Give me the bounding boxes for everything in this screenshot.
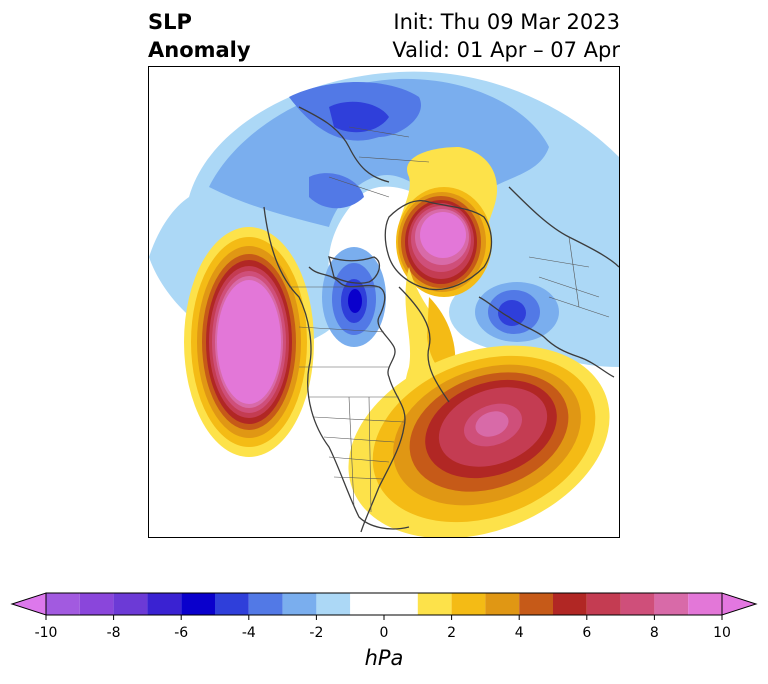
positive-anomaly-atlantic-core [475, 411, 509, 437]
us-state-borders [309, 396, 405, 513]
colorbar-bin [654, 593, 689, 615]
anomaly-contours [149, 71, 619, 537]
title-line-1: SLP [148, 10, 192, 34]
arctic-coastline [384, 200, 493, 291]
negative-anomaly-europe-core [498, 300, 526, 326]
positive-anomaly-pacific-core [217, 280, 281, 404]
positive-anomaly-bridge-2 [427, 297, 456, 373]
colorbar-tick-label: -2 [309, 625, 324, 641]
political-borders [289, 126, 610, 513]
map-title: SLP Anomaly [148, 8, 251, 64]
colorbar-bin [46, 593, 80, 615]
greenland-coast [398, 286, 450, 403]
colorbar-bin [620, 593, 655, 615]
colorbar-extend-low [10, 592, 47, 616]
colorbar-unit-label: hPa [364, 646, 404, 670]
title-line-2: Anomaly [148, 38, 251, 62]
negative-anomaly-hudson-core [348, 289, 362, 313]
colorbar-bin [485, 593, 520, 615]
colorbar-bin [79, 593, 114, 615]
colorbar-tick-label: 8 [649, 625, 659, 641]
forecast-dates: Init: Thu 09 Mar 2023 Valid: 01 Apr – 07… [392, 8, 620, 64]
colorbar-bin [586, 593, 621, 615]
map-panel [148, 66, 620, 538]
colorbar-tick-label: 2 [447, 625, 457, 641]
north-america-west-coast [263, 206, 410, 530]
colorbar-bin [113, 593, 148, 615]
negative-anomaly-core-eurasia [329, 101, 389, 133]
colorbar-tick-label: 10 [713, 625, 731, 641]
colorbar-bin [688, 593, 722, 615]
north-america-east-coast [308, 266, 406, 533]
colorbar-bin [350, 593, 418, 615]
siberia-coast [508, 186, 619, 268]
colorbar-bin [451, 593, 486, 615]
colorbar-tick-label: 0 [379, 625, 389, 641]
colorbar-bin [215, 593, 249, 615]
colorbar-bin [248, 593, 283, 615]
colorbar-bins [46, 593, 722, 615]
colorbar-bin [553, 593, 587, 615]
valid-date: Valid: 01 Apr – 07 Apr [392, 38, 620, 62]
asia-pacific-coast [298, 106, 390, 183]
colorbar-tick-label: -4 [241, 625, 256, 641]
colorbar-bin [417, 593, 452, 615]
init-date: Init: Thu 09 Mar 2023 [393, 10, 620, 34]
colorbar-extend-high [721, 592, 758, 616]
colorbar-tick-label: 6 [582, 625, 592, 641]
colorbar-bin [519, 593, 553, 615]
canada-province-borders [289, 286, 389, 368]
colorbar-tick-label: -6 [174, 625, 189, 641]
negative-anomaly-central-asia [309, 173, 364, 209]
colorbar-tick-label: -8 [106, 625, 121, 641]
coastlines [263, 106, 619, 533]
colorbar-bin [181, 593, 215, 615]
eurasia-borders [528, 236, 610, 318]
asia-borders [328, 126, 430, 198]
colorbar-bin [282, 593, 317, 615]
colorbar-ticks [45, 615, 723, 620]
colorbar [10, 592, 758, 620]
positive-anomaly-arctic-core [420, 212, 466, 258]
colorbar-bin [316, 593, 351, 615]
colorbar-tick-label: 4 [514, 625, 524, 641]
colorbar-bin [147, 593, 182, 615]
colorbar-tick-label: -10 [34, 625, 58, 641]
hudson-bay-coast [328, 256, 381, 284]
anomaly-map [149, 71, 619, 537]
europe-coast [478, 296, 615, 378]
